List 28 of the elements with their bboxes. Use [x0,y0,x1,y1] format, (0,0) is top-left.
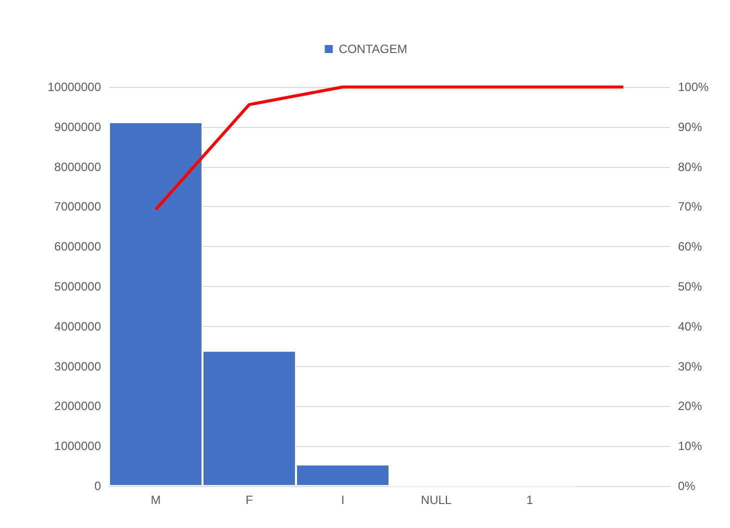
y-tick-label: 3000000 [54,359,102,374]
x-tick-label: F [246,493,253,507]
y-tick-label: 7000000 [54,200,102,214]
y-tick-label: 8000000 [54,160,102,174]
y2-tick-label: 60% [678,240,702,254]
y-tick-label: 6000000 [54,240,102,254]
y2-tick-label: 80% [678,160,702,174]
y2-tick-label: 40% [678,319,702,334]
x-tick-label: NULL [420,493,452,507]
y2-tick-label: 0% [678,479,696,493]
y-tick-label: 2000000 [54,399,102,414]
y-tick-label: 0 [94,479,102,493]
y2-tick-label: 30% [678,359,702,374]
x-tick-label: M [150,493,161,507]
y2-tick-label: 70% [678,200,702,214]
y2-tick-label: 50% [678,280,702,294]
legend-label: CONTAGEM [338,42,408,56]
y2-tick-label: 100% [678,80,710,94]
y-tick-label: 10000000 [48,80,102,94]
y-tick-label: 5000000 [54,280,102,294]
y-tick-label: 4000000 [54,319,102,334]
x-tick-label: I [341,493,344,507]
x-tick-label: 1 [526,493,534,507]
y-tick-label: 1000000 [54,439,102,454]
y2-tick-label: 20% [678,399,702,414]
y-tick-label: 9000000 [54,120,102,134]
y2-tick-label: 10% [678,439,702,454]
y2-tick-label: 90% [678,120,702,134]
